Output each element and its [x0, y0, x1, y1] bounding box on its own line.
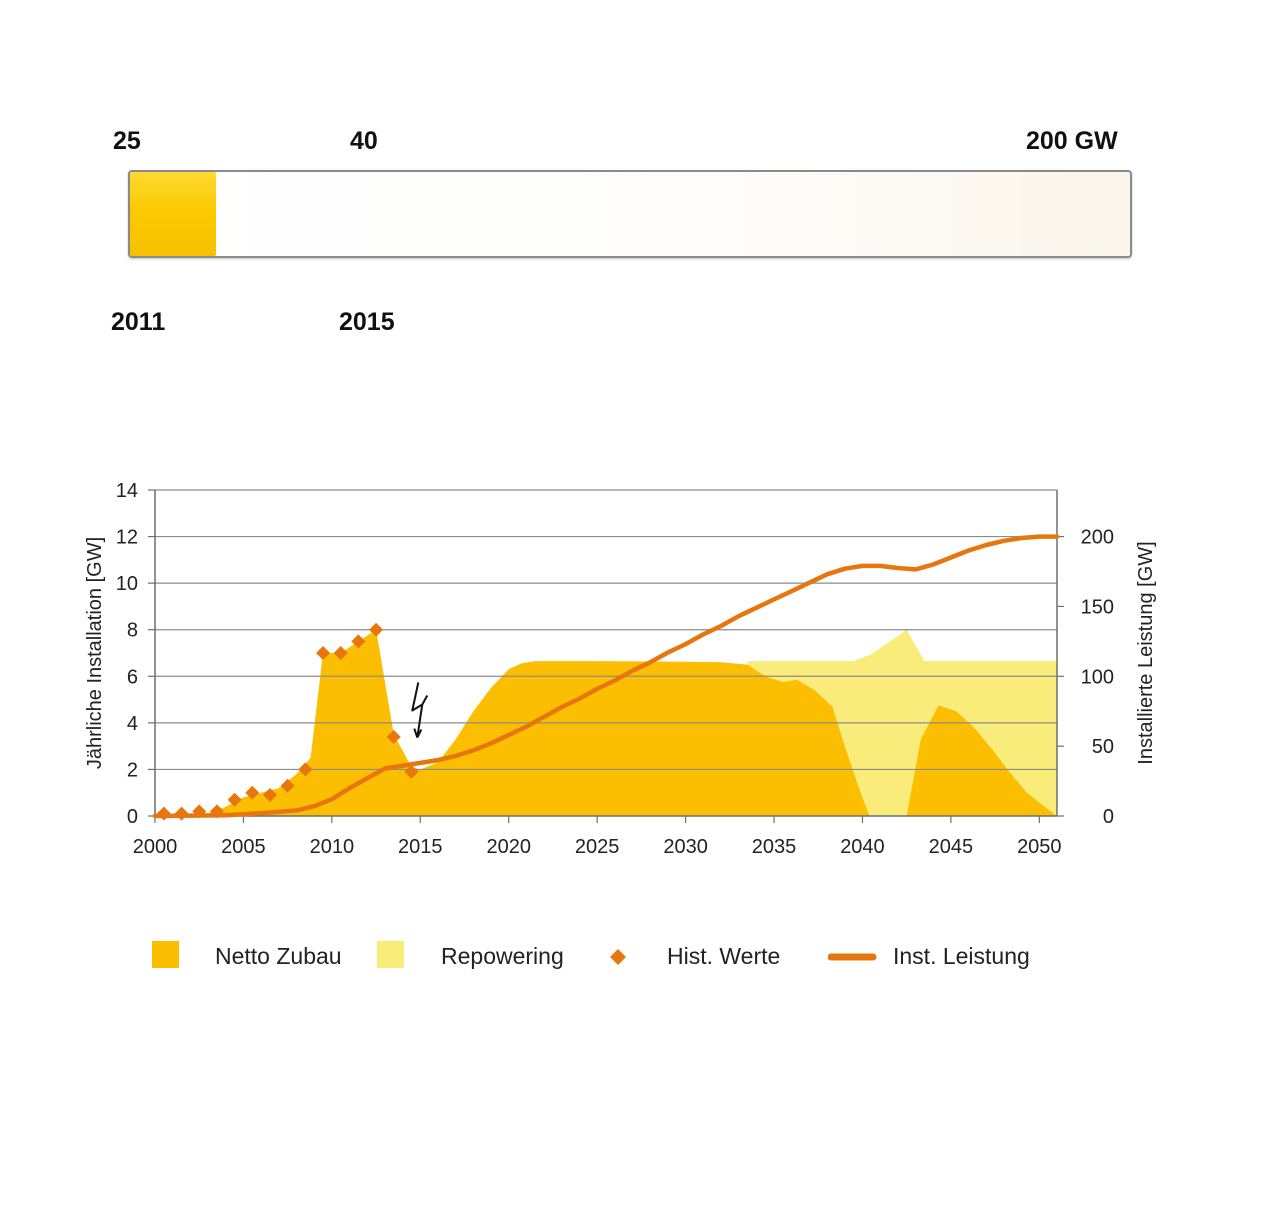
x-tick-label: 2000 — [133, 836, 178, 858]
hist-werte-marker — [209, 804, 224, 819]
legend-label: Hist. Werte — [667, 943, 781, 969]
y2-tick-label: 50 — [1092, 736, 1114, 758]
x-tick-label: 2005 — [221, 836, 266, 858]
y2-tick-label: 100 — [1081, 666, 1114, 688]
hist-werte-marker — [298, 762, 313, 777]
x-tick-label: 2015 — [398, 836, 443, 858]
legend-symbol-diamond — [610, 949, 626, 965]
hist-werte-layer — [156, 622, 419, 821]
x-tick-label: 2010 — [310, 836, 355, 858]
hist-werte-marker — [245, 785, 260, 800]
y-tick-label: 0 — [127, 806, 138, 828]
capacity-progress-fill — [130, 172, 216, 256]
y-tick-label: 14 — [116, 480, 138, 502]
progress-current-value: 40 — [350, 127, 378, 155]
x-tick-label: 2030 — [663, 836, 708, 858]
x-tick-label: 2020 — [486, 836, 531, 858]
hist-werte-marker — [386, 729, 401, 744]
legend-swatch — [152, 941, 179, 968]
capacity-progress-bar — [128, 170, 1132, 258]
hist-werte-marker — [262, 788, 277, 803]
y-tick-label: 2 — [127, 759, 138, 781]
annotation-layer — [411, 682, 429, 738]
hist-werte-marker — [156, 806, 171, 821]
hist-werte-marker — [351, 634, 366, 649]
tick-labels-layer: 0 2 4 6 8 10 12 14 0 50 100 150 200 2000 2005 2010 2015 2… — [84, 480, 1157, 858]
legend-swatch — [610, 949, 626, 965]
hist-werte-marker — [192, 804, 207, 819]
hist-werte-marker — [316, 646, 331, 660]
lightning-bolt-icon — [411, 682, 429, 738]
x-tick-label: 2040 — [840, 836, 885, 858]
y-tick-label: 8 — [127, 620, 138, 642]
x-tick-label: 2025 — [575, 836, 620, 858]
progress-start-value: 25 — [113, 127, 141, 155]
hist-werte-marker — [333, 646, 348, 660]
y2-tick-label: 150 — [1081, 596, 1114, 618]
hist-werte-marker — [174, 806, 189, 821]
y2-tick-label: 0 — [1103, 806, 1114, 828]
x-tick-label: 2045 — [929, 836, 974, 858]
axes-layer — [148, 489, 1064, 823]
y2-axis-title: Installierte Leistung [GW] — [1135, 541, 1157, 764]
y-tick-label: 10 — [116, 573, 138, 595]
legend-swatch — [377, 941, 404, 968]
installation-chart: 0 2 4 6 8 10 12 14 0 50 100 150 200 2000 2005 2010 2015 2… — [84, 480, 1157, 858]
legend-symbol-square — [377, 941, 404, 968]
legend-label: Repowering — [441, 943, 564, 969]
progress-end-value: 200 GW — [1026, 127, 1118, 155]
y-tick-label: 4 — [127, 713, 138, 735]
legend-symbol-line — [828, 953, 877, 961]
y-tick-label: 6 — [127, 666, 138, 688]
y2-tick-label: 200 — [1081, 527, 1114, 549]
y-axis-title: Jährliche Installation [GW] — [84, 537, 106, 769]
inst-leistung-line — [152, 534, 1060, 819]
legend-symbol-square — [152, 941, 179, 968]
inst-leistung-line-layer — [152, 534, 1060, 819]
progress-start-year: 2011 — [111, 308, 166, 336]
x-tick-label: 2035 — [752, 836, 797, 858]
hist-werte-marker — [227, 792, 242, 807]
hist-werte-marker — [404, 764, 419, 779]
hist-werte-marker — [369, 622, 384, 637]
x-tick-label: 2050 — [1017, 836, 1062, 858]
progress-current-year: 2015 — [339, 308, 395, 336]
legend-label: Inst. Leistung — [893, 943, 1030, 969]
legend-label: Netto Zubau — [215, 943, 342, 969]
y-tick-label: 12 — [116, 527, 138, 549]
hist-werte-marker — [280, 778, 295, 793]
